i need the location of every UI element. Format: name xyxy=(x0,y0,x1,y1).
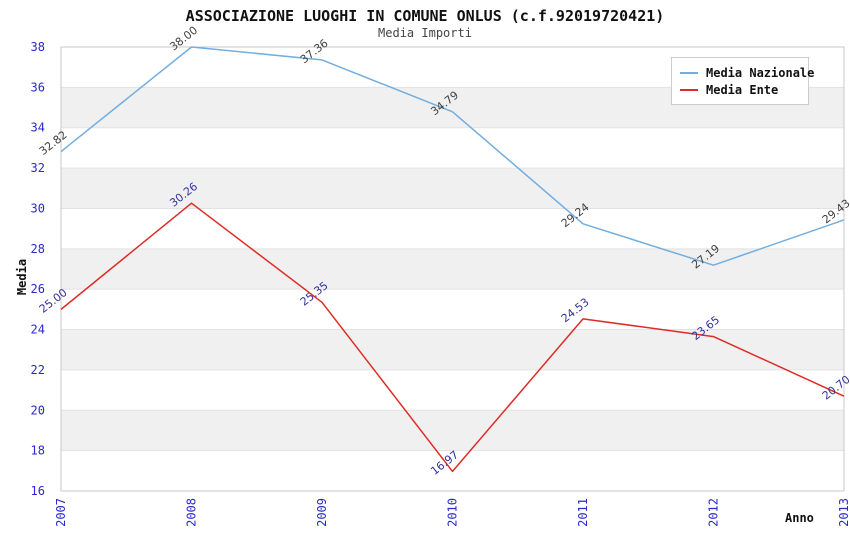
x-tick-label: 2010 xyxy=(446,498,460,527)
y-tick-label: 30 xyxy=(31,201,45,215)
series-line-media-ente xyxy=(60,202,845,473)
legend-item-media-ente: Media Ente xyxy=(680,81,808,98)
legend-label: Media Nazionale xyxy=(706,65,815,80)
legend: Media Nazionale Media Ente xyxy=(671,57,814,105)
y-tick-label: 28 xyxy=(31,242,45,256)
y-tick-label: 20 xyxy=(31,403,45,417)
series-line-media-nazionale xyxy=(60,46,845,266)
x-tick-label: 2008 xyxy=(185,498,199,527)
y-axis-title: Media xyxy=(15,258,29,296)
x-tick-label: 2009 xyxy=(315,498,329,527)
y-tick-label: 34 xyxy=(31,121,45,135)
y-tick-label: 22 xyxy=(31,363,45,377)
y-tick-label: 26 xyxy=(31,282,45,296)
x-tick-label: 2011 xyxy=(576,498,590,527)
plot-band xyxy=(61,410,844,451)
y-tick-label: 32 xyxy=(31,161,45,175)
y-tick-label: 16 xyxy=(31,484,45,498)
plot-band xyxy=(61,289,844,330)
chart-title: ASSOCIAZIONE LUOGHI IN COMUNE ONLUS (c.f… xyxy=(185,7,665,25)
legend-label: Media Ente xyxy=(706,82,779,97)
plot-band xyxy=(61,369,844,411)
plot-band xyxy=(61,248,844,290)
media-ente-line-swatch xyxy=(680,88,698,91)
plot-band xyxy=(61,329,844,370)
chart-subtitle: Media Importi xyxy=(378,26,472,40)
plot-band xyxy=(61,168,844,209)
y-tick-label: 24 xyxy=(31,323,45,337)
x-tick-label: 2013 xyxy=(837,498,850,527)
plot-band xyxy=(61,127,844,169)
plot-border xyxy=(60,46,845,492)
y-tick-label: 36 xyxy=(31,80,45,94)
x-axis-title: Anno xyxy=(785,511,814,525)
media-nazionale-line-swatch xyxy=(680,71,698,74)
y-tick-label: 18 xyxy=(31,444,45,458)
x-tick-label: 2012 xyxy=(707,498,721,527)
x-tick-label: 2007 xyxy=(54,498,68,527)
y-tick-label: 38 xyxy=(31,40,45,54)
legend-item-media-nazionale: Media Nazionale xyxy=(680,64,814,81)
plot-band xyxy=(61,208,844,249)
